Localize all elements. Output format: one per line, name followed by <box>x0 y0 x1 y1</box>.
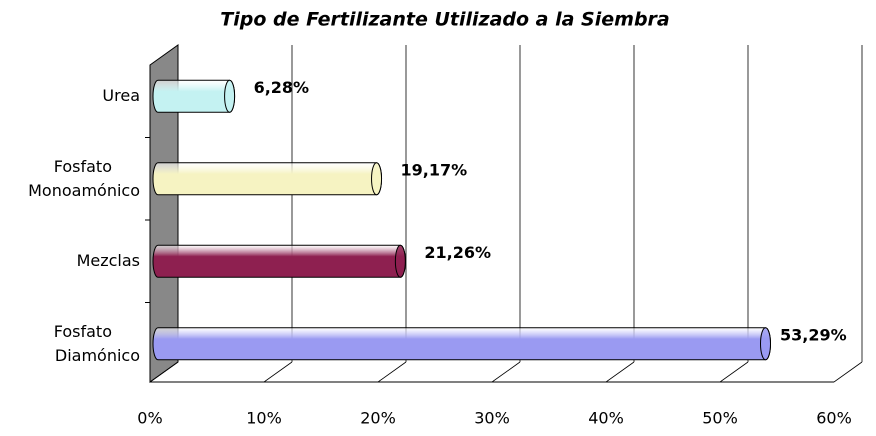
value-label: 19,17% <box>401 160 468 179</box>
x-tick-label: 10% <box>246 409 282 428</box>
bar <box>152 162 383 196</box>
y-tick-label: Fosfato Monoamónico <box>28 156 140 199</box>
floor-line <box>605 361 635 383</box>
value-label: 53,29% <box>780 325 847 344</box>
floor-line <box>263 361 293 383</box>
floor-line <box>149 361 179 383</box>
x-tick-label: 0% <box>137 409 162 428</box>
x-tick-label: 60% <box>816 409 852 428</box>
bar-cap <box>394 244 406 278</box>
bar <box>152 327 772 361</box>
x-tick-label: 30% <box>474 409 510 428</box>
chart-title: Tipo de Fertilizante Utilizado a la Siem… <box>220 9 669 31</box>
bar-cap <box>760 327 772 361</box>
value-label: 21,26% <box>424 243 491 262</box>
floor-line <box>377 361 407 383</box>
bar <box>152 244 406 278</box>
value-label: 6,28% <box>254 78 310 97</box>
x-tick-label: 40% <box>588 409 624 428</box>
floor-line <box>833 361 863 383</box>
y-tick-label: Mezclas <box>77 251 140 270</box>
floor-line <box>491 361 521 383</box>
bar <box>152 79 236 113</box>
floor-line <box>719 361 749 383</box>
y-tick-label: Urea <box>102 86 140 105</box>
x-tick-label: 20% <box>360 409 396 428</box>
x-tick-label: 50% <box>702 409 738 428</box>
y-tick-label: Fosfato Diamónico <box>54 321 140 364</box>
bar-cap <box>371 162 383 196</box>
bar-cap <box>224 79 236 113</box>
